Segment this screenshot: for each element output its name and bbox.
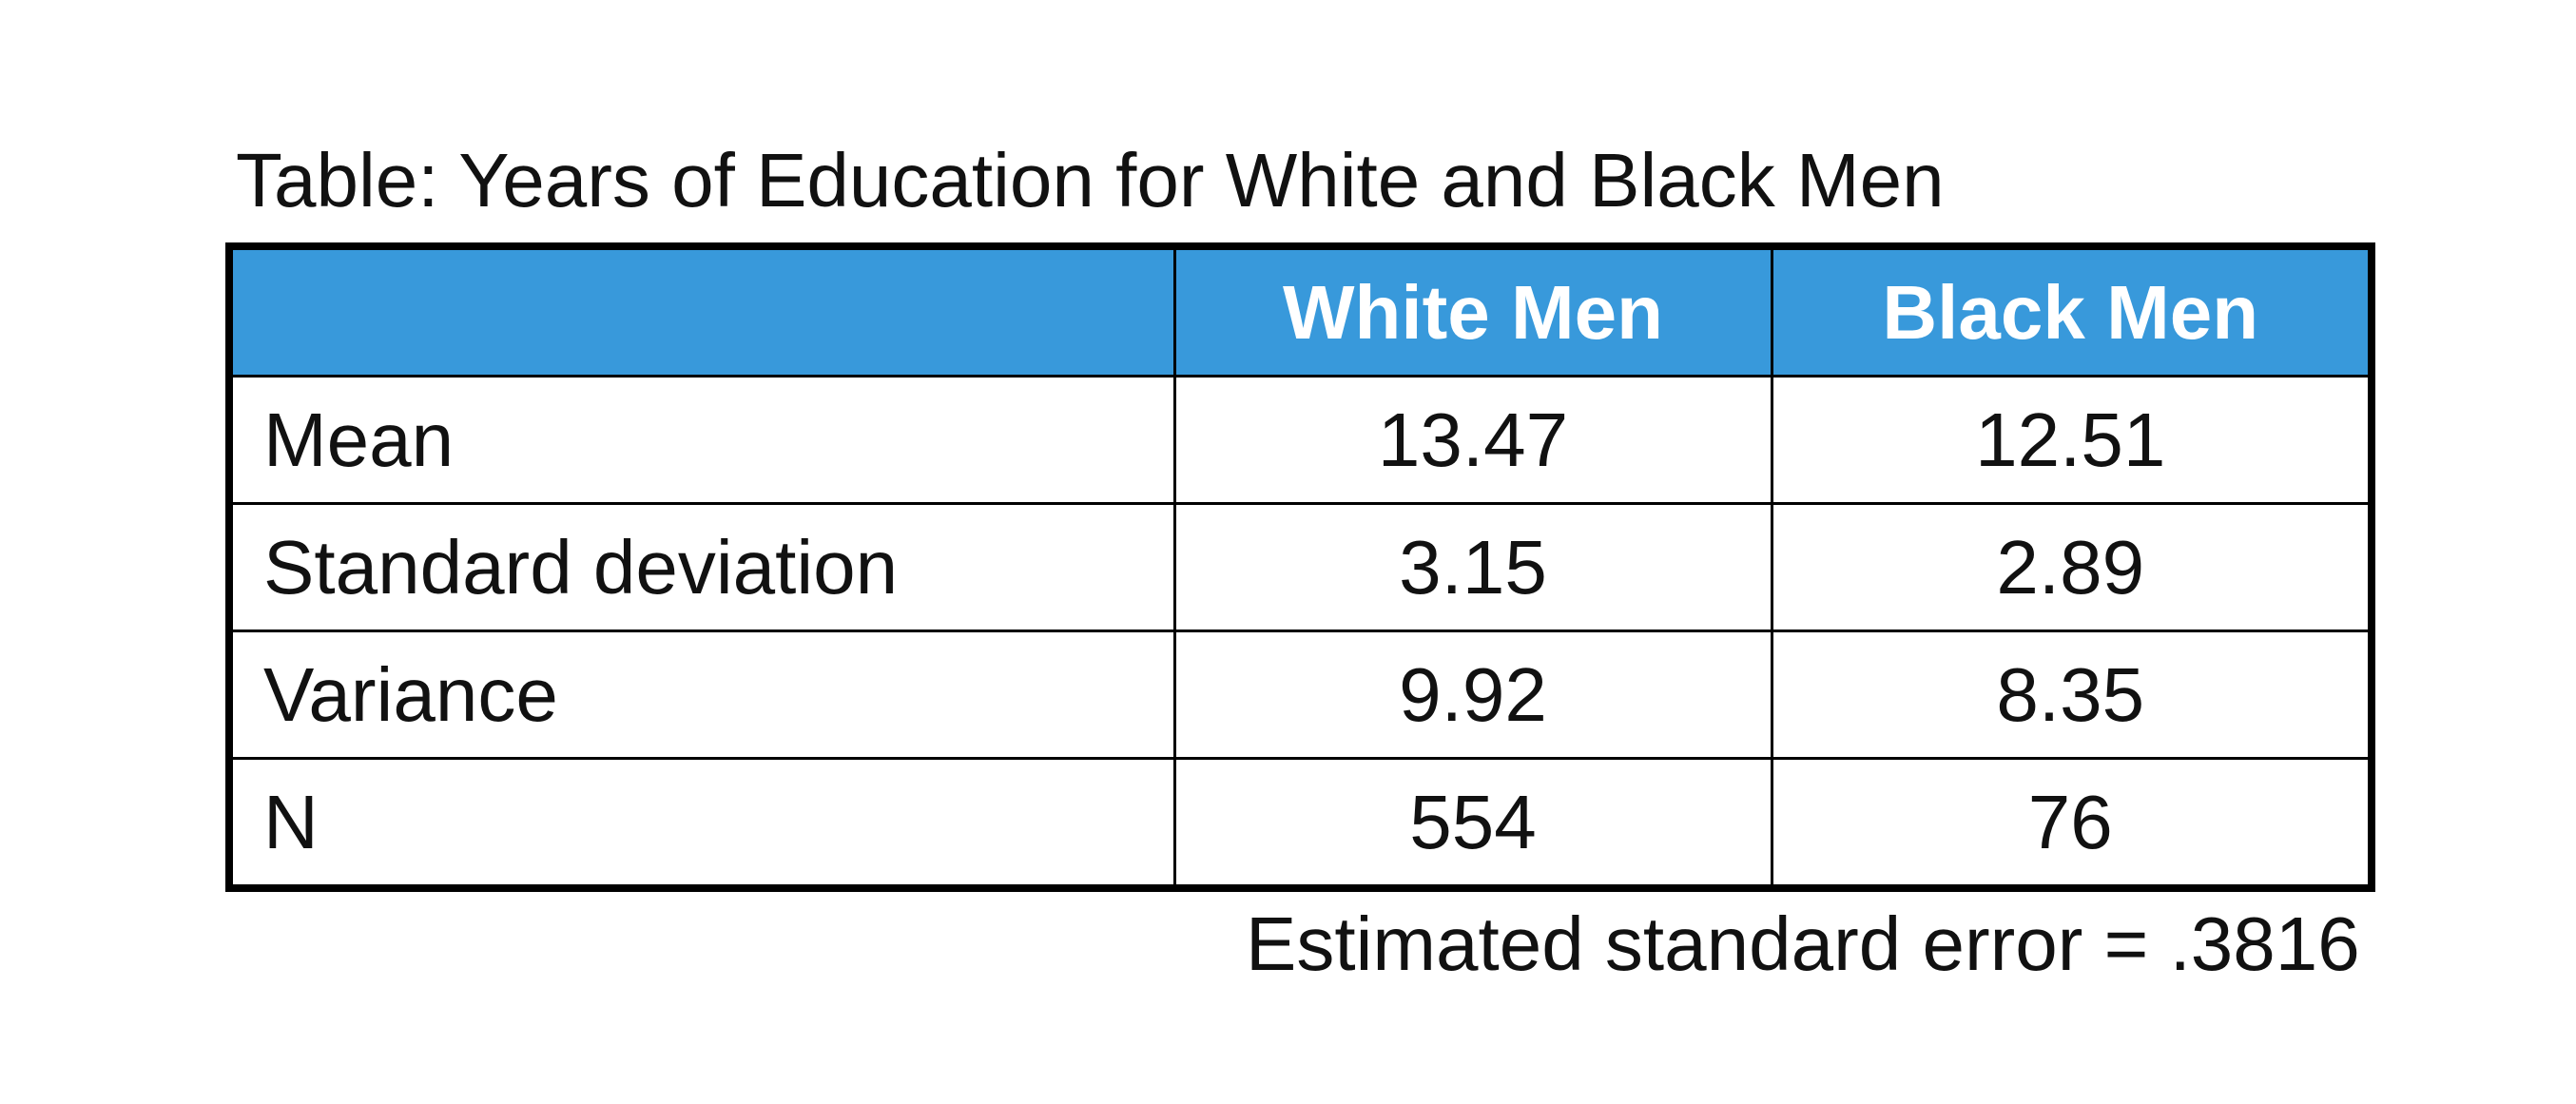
header-row: White Men Black Men [227, 244, 2373, 378]
table-row: Standard deviation 3.15 2.89 [227, 502, 2373, 632]
table-cell: 12.51 [1770, 375, 2373, 505]
table-cell: 76 [1770, 757, 2373, 890]
standard-error-note: Estimated standard error = .3816 [1246, 901, 2360, 986]
header-cell-black-men: Black Men [1770, 244, 2373, 378]
table-cell: 3.15 [1172, 502, 1773, 632]
header-cell-white-men: White Men [1172, 244, 1773, 378]
table-row: N 554 76 [227, 757, 2373, 890]
row-label: N [227, 757, 1176, 890]
table-cell: 8.35 [1770, 629, 2373, 760]
table-row: Mean 13.47 12.51 [227, 375, 2373, 505]
table-row: Variance 9.92 8.35 [227, 629, 2373, 760]
row-label: Variance [227, 629, 1176, 760]
table-title: Table: Years of Education for White and … [236, 138, 1945, 223]
header-cell-empty [227, 244, 1176, 378]
table-cell: 554 [1172, 757, 1773, 890]
education-table: White Men Black Men Mean 13.47 12.51 Sta… [225, 242, 2375, 892]
table-cell: 2.89 [1770, 502, 2373, 632]
table-cell: 9.92 [1172, 629, 1773, 760]
row-label: Standard deviation [227, 502, 1176, 632]
table-cell: 13.47 [1172, 375, 1773, 505]
row-label: Mean [227, 375, 1176, 505]
